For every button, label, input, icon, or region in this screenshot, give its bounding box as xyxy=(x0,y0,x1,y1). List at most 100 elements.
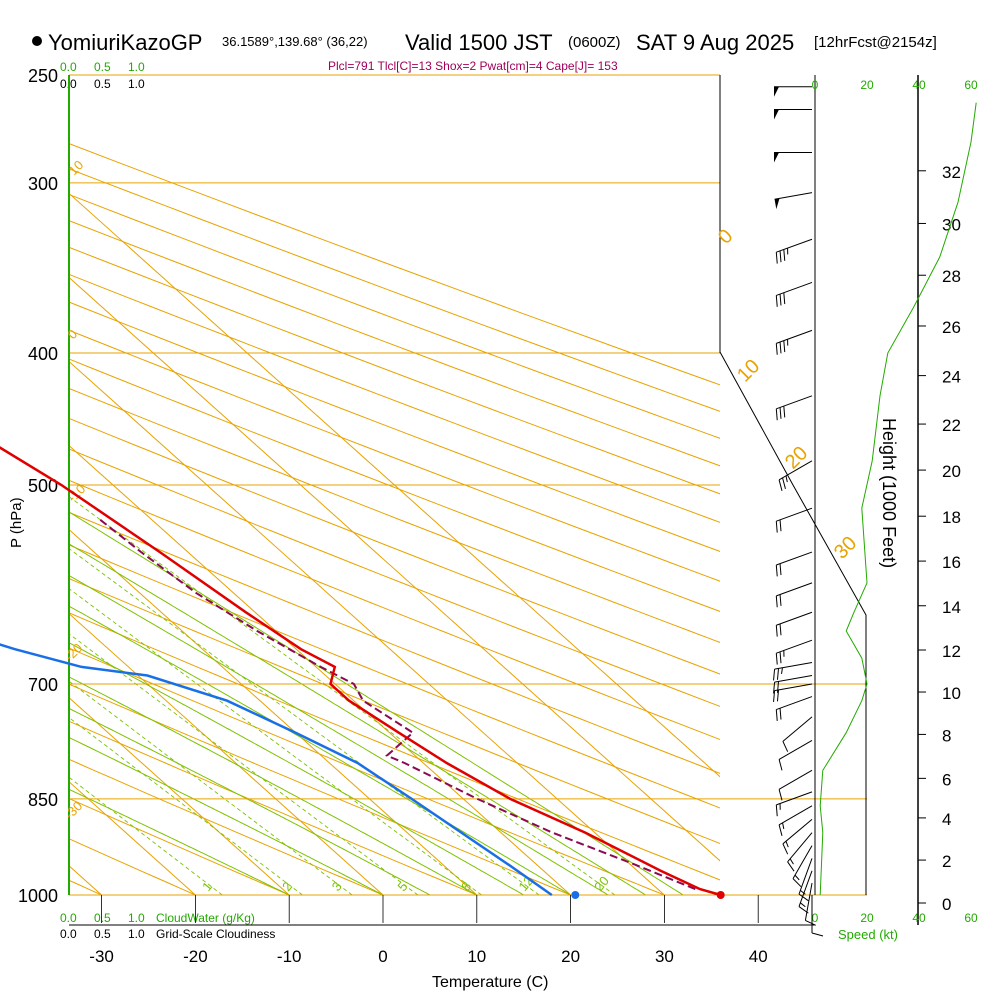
surface-dewpoint-point xyxy=(571,891,580,899)
height-tick-label: 0 xyxy=(942,895,951,914)
speed-top-tick: 0 xyxy=(812,78,819,92)
station-coords: 36.1589°,139.68° (36,22) xyxy=(222,34,368,49)
wind-barb xyxy=(787,832,813,872)
wind-barb xyxy=(775,329,813,355)
wind-barb-feather xyxy=(782,741,789,752)
wind-barb xyxy=(775,281,813,307)
dry-adiabat xyxy=(69,301,720,552)
dry-adiabat xyxy=(69,417,720,675)
wind-barb xyxy=(778,460,813,492)
wind-barb-feather xyxy=(779,519,782,532)
wind-barb-feather xyxy=(778,789,783,801)
wind-barb xyxy=(775,395,813,421)
wind-barb xyxy=(798,858,813,902)
wind-barb-shaft xyxy=(778,460,813,481)
wind-barb xyxy=(778,739,813,771)
wind-barb-shaft xyxy=(776,639,813,654)
dry-adiabat xyxy=(69,246,720,495)
height-tick-label: 8 xyxy=(942,726,951,745)
pressure-tick-label: 400 xyxy=(28,344,58,364)
wind-barb-flag xyxy=(774,152,779,163)
height-tick-label: 14 xyxy=(942,598,961,617)
wind-barb-feather xyxy=(779,623,782,636)
wind-barb-feather xyxy=(775,252,778,264)
moist-adiabat xyxy=(69,736,384,895)
wind-barb-half-feather xyxy=(785,475,788,483)
cloudwater-top-tick: 1.0 xyxy=(128,60,145,74)
valid-time: Valid 1500 JST xyxy=(405,30,553,55)
wind-barb-shaft xyxy=(776,281,813,296)
wind-barb-feather xyxy=(805,920,816,926)
mixing-ratio-line xyxy=(69,496,616,895)
speed-axis-title: Speed (kt) xyxy=(838,927,898,942)
wind-barb xyxy=(774,86,812,97)
cloudiness-bottom-tick: 1.0 xyxy=(128,927,145,941)
wind-barb-shaft xyxy=(776,696,813,711)
wind-barb-shaft xyxy=(776,507,813,522)
height-tick-label: 20 xyxy=(942,462,961,481)
wind-barb-feather xyxy=(773,669,776,681)
wind-barb xyxy=(775,791,813,817)
isotherm xyxy=(69,612,384,895)
wind-barb-feather xyxy=(775,564,778,577)
height-tick-label: 32 xyxy=(942,163,961,182)
wind-barb-shaft xyxy=(776,238,813,253)
moist-adiabat xyxy=(69,788,290,895)
isotherm-label: -20 xyxy=(62,640,86,664)
dry-adiabat xyxy=(69,448,720,707)
dry-adiabat xyxy=(69,720,477,895)
wind-barb-feather xyxy=(787,861,795,872)
x-tick-label: 20 xyxy=(561,947,580,966)
speed-bottom-tick: 40 xyxy=(912,911,926,925)
wind-barb-feather xyxy=(776,668,780,680)
isotherm xyxy=(69,528,478,895)
x-tick-label: -30 xyxy=(89,947,114,966)
dry-adiabat xyxy=(69,479,720,741)
wind-barb-shaft xyxy=(774,675,813,683)
pressure-tick-label: 1000 xyxy=(18,886,58,906)
x-tick-label: -10 xyxy=(277,947,302,966)
moist-adiabat xyxy=(69,707,431,895)
height-tick-label: 4 xyxy=(942,810,951,829)
sounding-indices: Plcl=791 Tlcl[C]=13 Shox=2 Pwat[cm]=4 Ca… xyxy=(328,59,618,73)
wind-barb-feather xyxy=(811,932,824,937)
height-axis-title: Height (1000 Feet) xyxy=(879,418,899,568)
x-tick-label: -20 xyxy=(183,947,208,966)
wind-barb-feather xyxy=(779,594,782,606)
wind-barb-feather xyxy=(779,294,782,306)
wind-barb-feather xyxy=(779,708,782,720)
wind-barb-feather xyxy=(778,479,783,492)
wind-barb-feather xyxy=(778,824,783,836)
dry-adiabat xyxy=(69,647,665,895)
wind-barb-feather xyxy=(775,521,778,533)
wind-barb-shaft xyxy=(774,662,813,670)
station-name: YomiuriKazoGP xyxy=(48,30,202,55)
isotherm-label: 0 xyxy=(714,225,737,248)
station-dot-icon xyxy=(32,36,42,46)
mixing-ratio-label: 1 xyxy=(199,879,215,894)
wind-barb-feather xyxy=(773,682,776,694)
dry-adiabat xyxy=(69,511,720,774)
height-tick-label: 26 xyxy=(942,318,961,337)
wind-barb-half-feather xyxy=(794,874,800,881)
wind-barb xyxy=(774,152,812,163)
height-tick-label: 16 xyxy=(942,553,961,572)
moist-adiabat xyxy=(69,642,524,895)
x-tick-label: 30 xyxy=(655,947,674,966)
mixing-ratio-label: 3 xyxy=(329,879,345,894)
wind-barb-feather xyxy=(783,249,786,261)
wind-barb-shaft xyxy=(792,845,813,879)
wind-barb-shaft xyxy=(782,716,813,742)
temperature-line xyxy=(0,446,722,897)
wind-barb-shaft xyxy=(782,819,813,845)
wind-barb xyxy=(804,882,816,926)
cloudwater-label: CloudWater (g/Kg) xyxy=(156,911,255,925)
wind-barb xyxy=(782,819,813,855)
wind-barb-feather xyxy=(783,292,786,305)
wind-barb xyxy=(775,696,813,721)
wind-barb xyxy=(775,639,813,665)
pressure-tick-label: 300 xyxy=(28,174,58,194)
dry-adiabat xyxy=(69,168,720,412)
moist-adiabat xyxy=(69,574,609,895)
